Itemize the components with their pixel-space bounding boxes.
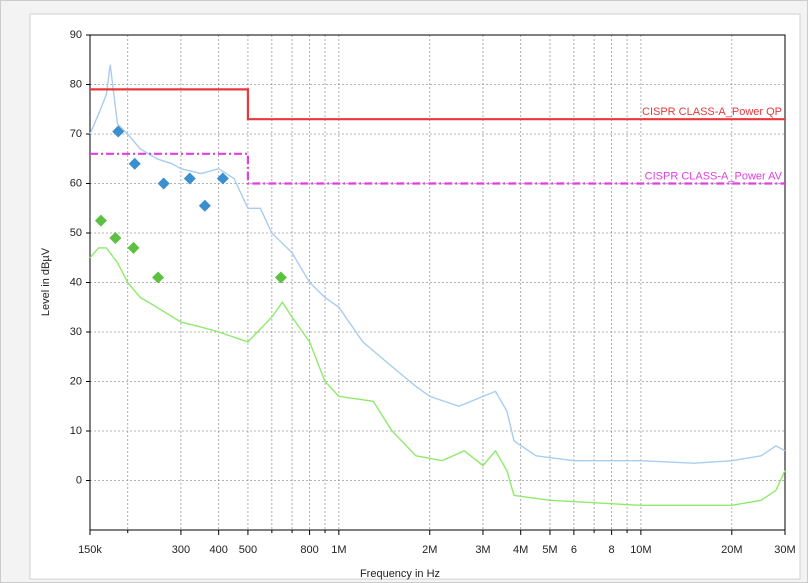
x-tick-label: 10M (630, 544, 651, 556)
x-tick-label: 300 (172, 544, 190, 556)
legend-label: CISPR CLASS-A_Power AV (645, 170, 783, 182)
y-tick-label: 40 (70, 276, 82, 288)
marker (127, 241, 140, 254)
y-axis-label: Level in dBµV (40, 247, 52, 316)
x-tick-label: 5M (542, 544, 557, 556)
y-tick-label: 70 (70, 128, 82, 140)
y-tick-label: 60 (70, 177, 82, 189)
marker (157, 177, 170, 190)
marker (216, 172, 229, 185)
y-tick-label: 80 (70, 78, 82, 90)
y-tick-label: 10 (70, 425, 82, 437)
y-tick-label: 0 (76, 474, 82, 486)
marker (198, 199, 211, 212)
trace (89, 247, 786, 506)
marker (128, 157, 141, 170)
y-tick-label: 50 (70, 227, 82, 239)
y-tick-label: 30 (70, 326, 82, 338)
x-tick-label: 500 (239, 544, 257, 556)
legend-label: CISPR CLASS-A_Power QP (642, 106, 782, 118)
x-tick-label: 8 (609, 544, 615, 556)
panel (29, 13, 801, 580)
x-tick-label: 150k (78, 544, 102, 556)
x-tick-label: 4M (513, 544, 528, 556)
x-tick-label: 800 (300, 544, 318, 556)
x-tick-label: 30M (774, 544, 795, 556)
x-tick-label: 400 (209, 544, 227, 556)
marker (109, 231, 122, 244)
x-axis-label: Frequency in Hz (360, 568, 440, 580)
y-tick-label: 90 (70, 29, 82, 41)
plot-frame (89, 34, 786, 531)
limit-line (90, 152, 785, 185)
marker (152, 271, 165, 284)
marker (183, 172, 196, 185)
x-tick-label: 1M (331, 544, 346, 556)
limit-line (90, 88, 785, 121)
trace (89, 64, 786, 464)
marker (274, 271, 287, 284)
y-tick-label: 20 (70, 375, 82, 387)
x-tick-label: 20M (721, 544, 742, 556)
x-tick-label: 6 (571, 544, 577, 556)
x-tick-label: 3M (475, 544, 490, 556)
x-tick-label: 2M (422, 544, 437, 556)
marker (94, 214, 107, 227)
marker (112, 125, 125, 138)
